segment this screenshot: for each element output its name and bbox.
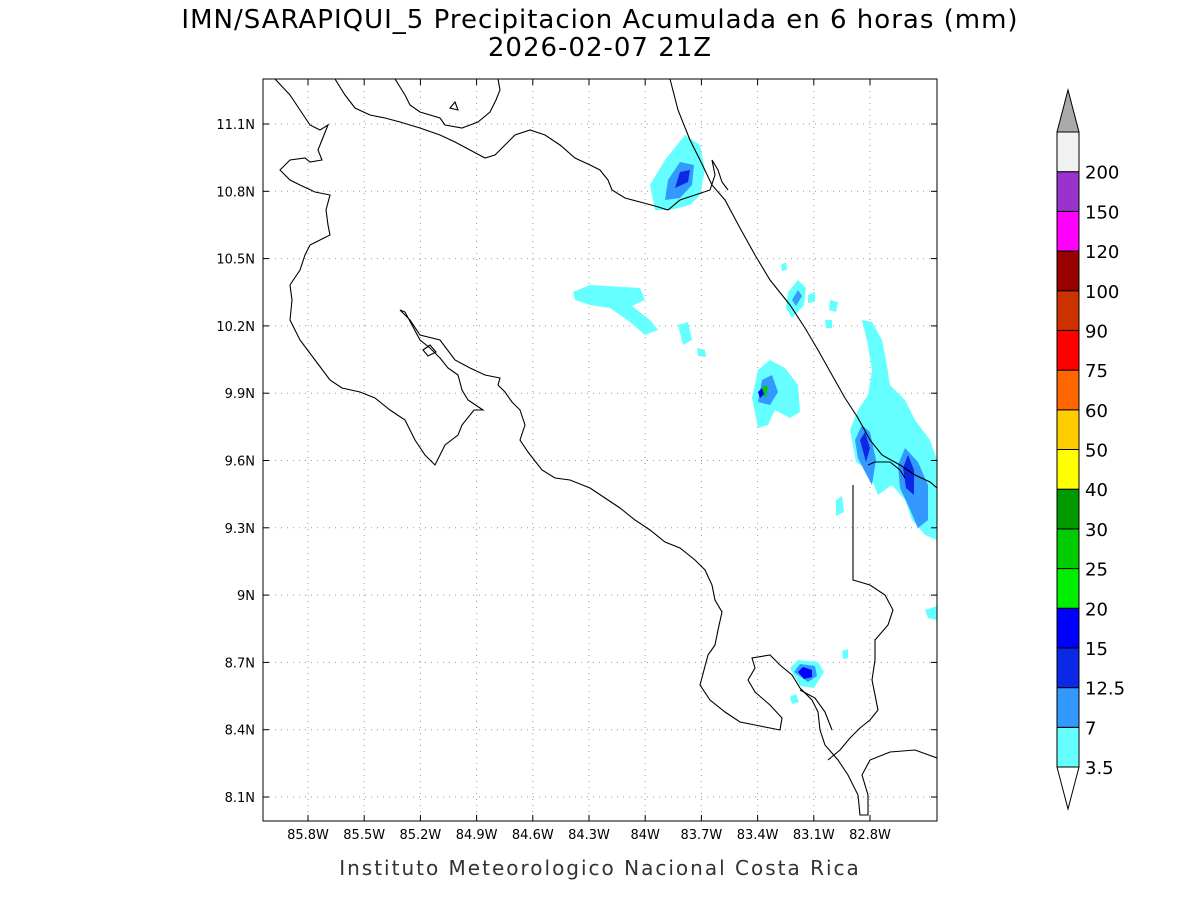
colorbar-label: 20 [1085, 599, 1108, 620]
lat-tick-label: 9.3N [225, 522, 255, 537]
colorbar-swatch [1056, 726, 1080, 768]
precip-band-caribbean-peak1 [860, 432, 870, 462]
colorbar-label: 60 [1085, 401, 1108, 422]
colorbar-swatch [1056, 687, 1080, 728]
map-title: IMN/SARAPIQUI_5 Precipitacion Acumulada … [181, 5, 1019, 35]
precip-spot-8 [836, 496, 844, 516]
colorbar-label: 7 [1085, 718, 1096, 739]
colorbar-swatch [1056, 329, 1080, 371]
colorbar-swatch [1056, 449, 1080, 490]
map-frame [262, 78, 938, 822]
colorbar-label: 15 [1085, 639, 1108, 660]
credit-text: Instituto Meteorologico Nacional Costa R… [339, 856, 861, 880]
colorbar-swatch [1056, 131, 1080, 173]
precip-spot-10 [790, 694, 799, 704]
lon-tick-label: 84.6W [512, 828, 554, 843]
lon-tick-label: 82.8W [849, 828, 891, 843]
lon-tick-label: 85.5W [343, 828, 385, 843]
colorbar-label: 120 [1085, 242, 1119, 263]
precip-spot-9 [925, 606, 937, 620]
precip-spot-2 [697, 348, 706, 357]
precip-spot-3 [781, 262, 787, 271]
lon-tick-label: 85.8W [287, 828, 329, 843]
coastline [274, 79, 937, 816]
colorbar-label: 25 [1085, 560, 1108, 581]
precip-spot-5 [829, 300, 838, 312]
lat-tick-label: 8.7N [225, 656, 255, 671]
lon-tick-label: 83.7W [680, 828, 722, 843]
precip-spot-11 [842, 649, 848, 659]
latitude-axis: 11.1N 10.8N 10.5N 10.2N 9.9N 9.6N 9.3N 9N 8.7N 8.… [216, 118, 937, 806]
lon-tick-label: 83.1W [793, 828, 835, 843]
lon-tick-label: 85.2W [399, 828, 441, 843]
lat-tick-label: 8.1N [225, 791, 255, 806]
colorbar-swatch [1056, 528, 1080, 570]
lat-tick-label: 10.5N [216, 253, 255, 268]
lat-tick-label: 10.8N [216, 185, 255, 200]
map-grid [263, 79, 937, 821]
colorbar-label: 40 [1085, 480, 1108, 501]
colorbar-label: 12.5 [1085, 679, 1125, 700]
colorbar-swatch [1056, 568, 1080, 609]
colorbar: 3.5 7 12.5 15 20 25 30 40 50 60 75 90 100 120 150 200 [1056, 88, 1125, 811]
colorbar-label: 3.5 [1085, 758, 1114, 779]
lat-tick-label: 9.6N [225, 455, 255, 470]
colorbar-label: 75 [1085, 361, 1108, 382]
colorbar-label: 200 [1085, 163, 1119, 184]
precip-cell-central-east-core [758, 375, 778, 405]
lat-tick-label: 8.4N [225, 724, 255, 739]
precip-band-caribbean-peak2 [903, 455, 914, 495]
lon-tick-label: 84.3W [568, 828, 610, 843]
colorbar-label: 100 [1085, 282, 1119, 303]
lat-tick-label: 9N [237, 589, 255, 604]
longitude-axis: 85.8W 85.5W 85.2W 84.9W 84.6W 84.3W 84W 83.7W 83… [287, 79, 891, 843]
colorbar-swatch [1056, 210, 1080, 252]
precip-spot-6 [825, 320, 832, 328]
colorbar-swatch [1056, 607, 1080, 649]
colorbar-label: 50 [1085, 441, 1108, 462]
colorbar-swatch [1056, 290, 1080, 331]
colorbar-swatch [1056, 488, 1080, 530]
precip-band-central [573, 285, 658, 335]
colorbar-swatch [1056, 250, 1080, 292]
colorbar-min-triangle [1056, 766, 1080, 811]
colorbar-label: 90 [1085, 321, 1108, 342]
precip-cell-south-peak [798, 667, 812, 679]
precipitation-areas [573, 135, 937, 704]
lon-tick-label: 83.4W [737, 828, 779, 843]
lon-tick-label: 84W [630, 828, 660, 843]
lat-tick-label: 11.1N [216, 118, 255, 133]
precip-cell-ne-core [792, 290, 802, 306]
colorbar-swatch [1056, 409, 1080, 450]
precip-spot-7 [758, 388, 764, 398]
colorbar-label: 30 [1085, 520, 1108, 541]
precip-spot-1 [678, 322, 692, 345]
precip-cell-north-peak [675, 170, 690, 188]
colorbar-max-triangle [1056, 88, 1080, 133]
colorbar-swatch [1056, 171, 1080, 212]
lat-tick-label: 9.9N [225, 387, 255, 402]
lon-tick-label: 84.9W [456, 828, 498, 843]
lat-tick-label: 10.2N [216, 320, 255, 335]
colorbar-label: 150 [1085, 202, 1119, 223]
map-timestamp: 2026-02-07 21Z [487, 33, 713, 63]
precip-spot-4 [808, 292, 815, 303]
colorbar-swatch [1056, 647, 1080, 689]
colorbar-swatch [1056, 369, 1080, 411]
